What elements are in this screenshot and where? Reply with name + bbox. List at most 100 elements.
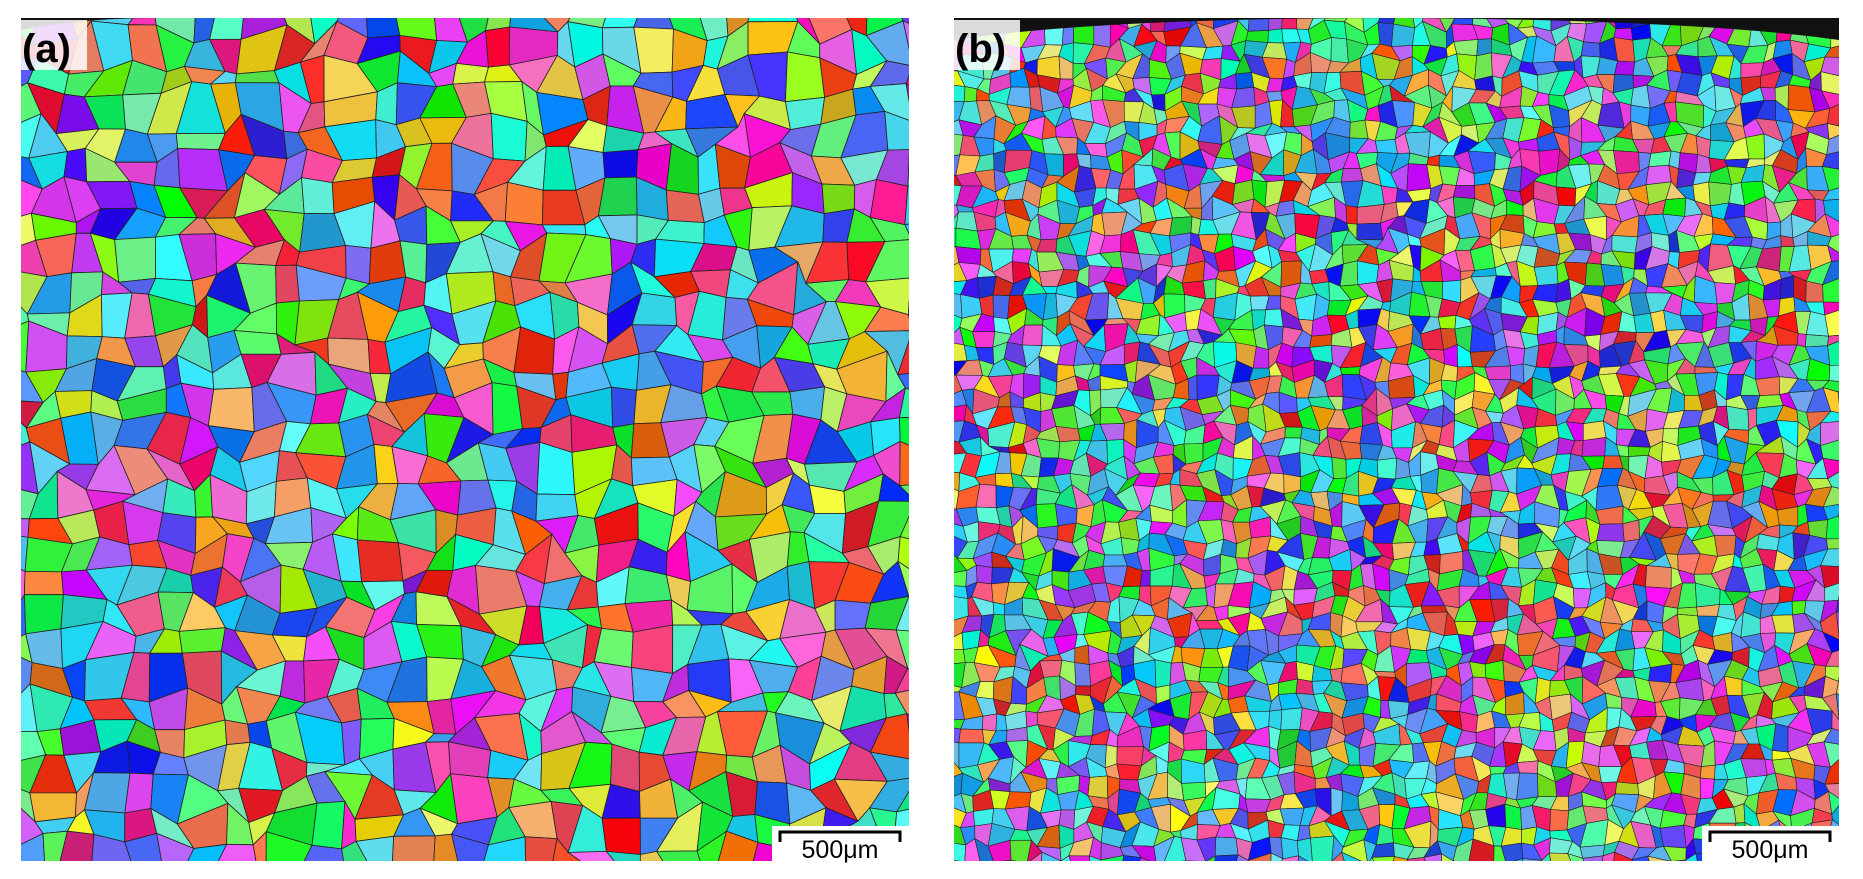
grain: [1614, 60, 1636, 76]
grain: [821, 183, 856, 215]
grain: [863, 306, 909, 333]
grain: [1549, 809, 1570, 832]
grain: [1371, 856, 1395, 861]
grain: [1154, 659, 1172, 688]
grain: [1074, 644, 1090, 665]
grain: [954, 858, 967, 861]
grain: [156, 832, 195, 861]
grain: [905, 53, 909, 100]
grain: [124, 772, 154, 814]
grain: [1840, 486, 1863, 504]
grain: [1840, 757, 1862, 783]
grain: [1247, 18, 1270, 32]
grain: [347, 869, 375, 879]
grain: [1025, 710, 1039, 728]
grain: [1538, 148, 1561, 176]
grain: [1776, 506, 1799, 527]
grain: [895, 629, 909, 675]
grain: [954, 83, 966, 103]
grain: [958, 728, 985, 744]
grain: [1805, 334, 1829, 348]
grain: [972, 331, 996, 348]
grain: [1838, 123, 1839, 136]
grain: [480, 867, 526, 879]
grain: [628, 871, 669, 879]
grain: [1843, 567, 1862, 584]
grain: [1822, 631, 1839, 653]
grain: [955, 227, 982, 250]
grain: [992, 601, 1006, 616]
grain: [451, 833, 489, 861]
grain: [566, 850, 616, 861]
grain: [1035, 503, 1059, 529]
grain: [1484, 365, 1512, 380]
grain: [784, 51, 826, 103]
grain: [275, 264, 300, 304]
grain: [1841, 745, 1863, 765]
grain: [1748, 862, 1768, 877]
grain: [1840, 846, 1862, 859]
grain: [541, 865, 586, 879]
grain: [1837, 391, 1839, 414]
grain: [1837, 581, 1839, 604]
grain: [1004, 791, 1032, 810]
grain: [954, 227, 957, 251]
scale-bar-a: 500μm: [772, 826, 909, 864]
grain: [524, 836, 558, 861]
grain: [21, 832, 47, 861]
grain: [1699, 764, 1716, 780]
grain: [1825, 649, 1839, 667]
grain: [1474, 52, 1493, 81]
grain: [1840, 471, 1860, 488]
grain: [899, 417, 909, 459]
grain: [913, 747, 936, 777]
grain: [1310, 835, 1335, 861]
grain: [1822, 277, 1839, 303]
grain: [21, 320, 30, 373]
grain: [869, 179, 909, 226]
grain: [602, 149, 639, 179]
grain: [1662, 197, 1687, 217]
grain: [1116, 763, 1142, 781]
grain: [910, 116, 937, 161]
grain: [1828, 364, 1839, 383]
grain: [1516, 760, 1539, 774]
grain: [1580, 41, 1601, 58]
grain: [63, 147, 88, 183]
grain: [1453, 39, 1479, 57]
grain: [1819, 410, 1839, 424]
grain: [1838, 515, 1839, 540]
grain: [1842, 536, 1854, 552]
grain: [1074, 685, 1092, 697]
grain: [895, 595, 909, 634]
grain: [114, 236, 157, 283]
grain: [897, 536, 909, 582]
grain: [1733, 803, 1746, 824]
grain: [21, 530, 29, 573]
grain: [911, 236, 946, 278]
grain: [905, 82, 909, 123]
grain: [1087, 775, 1109, 799]
grain: [1841, 252, 1859, 273]
grain: [1838, 500, 1839, 525]
grain: [955, 246, 982, 265]
grain: [869, 83, 909, 123]
grain: [1268, 18, 1283, 31]
grain: [364, 18, 401, 39]
grain: [1844, 298, 1858, 319]
grain: [433, 833, 464, 861]
grain: [1841, 230, 1859, 254]
grain: [1116, 746, 1144, 767]
grain: [1821, 166, 1839, 192]
grain: [1613, 150, 1640, 175]
grain: [1826, 515, 1839, 540]
grain: [1824, 45, 1839, 58]
grain: [1845, 94, 1863, 112]
grain: [1582, 855, 1604, 861]
grain: [976, 564, 993, 585]
grain: [665, 870, 703, 879]
grain: [1805, 280, 1824, 303]
grain: [1841, 46, 1863, 59]
grain: [1824, 213, 1839, 238]
grain: [1827, 230, 1839, 255]
